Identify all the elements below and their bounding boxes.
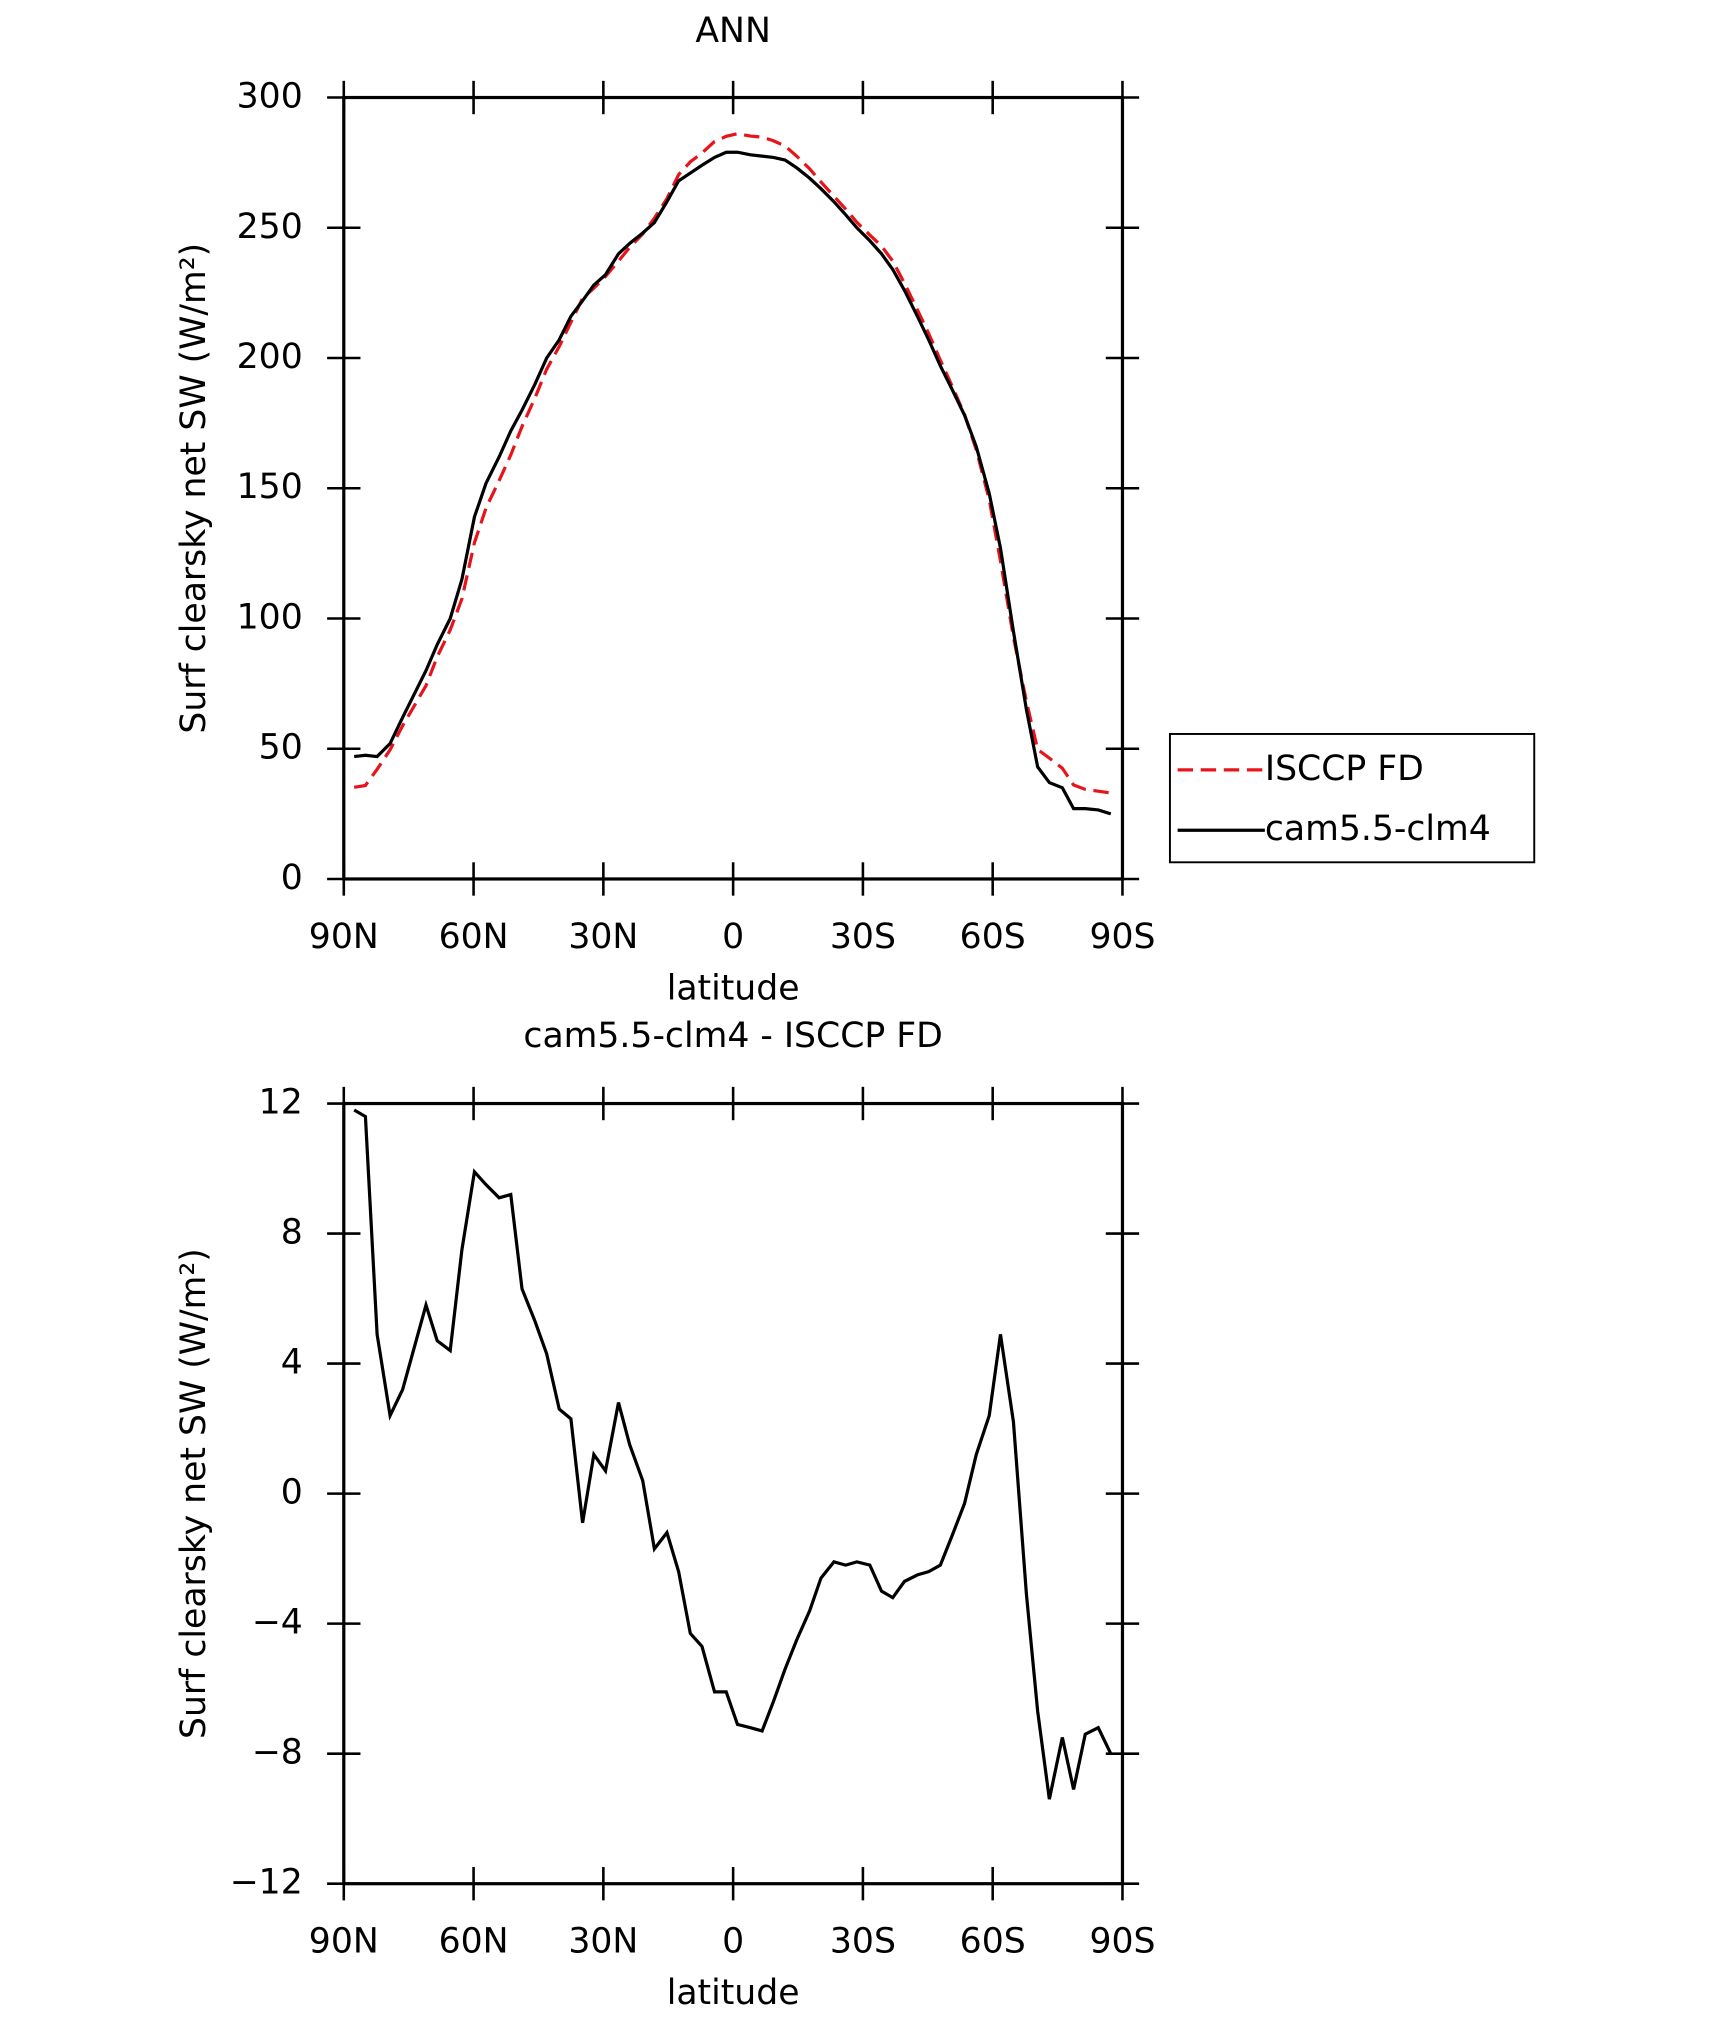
- x-axis-label: latitude: [667, 1973, 800, 2013]
- x-tick-label: 30N: [568, 1922, 638, 1962]
- y-axis-label: Surf clearsky net SW (W/m²): [174, 243, 214, 734]
- data-line: [353, 132, 1112, 795]
- x-tick-label: 30S: [830, 1922, 896, 1962]
- y-tick-label: 8: [281, 1213, 303, 1253]
- x-tick-label: 60N: [439, 1922, 509, 1962]
- y-tick-label: 0: [281, 1473, 303, 1513]
- plot-frame: [342, 1101, 1125, 1886]
- x-tick-label: 30S: [830, 917, 896, 957]
- y-tick-label: 150: [237, 467, 303, 507]
- data-line: [353, 1108, 1113, 1800]
- y-tick-label: −12: [230, 1863, 303, 1903]
- x-tick-label: 0: [722, 1922, 744, 1962]
- y-tick-label: 4: [281, 1343, 303, 1383]
- y-tick-label: −4: [252, 1603, 303, 1643]
- x-tick-label: 60N: [439, 917, 509, 957]
- plot-frame: [342, 95, 1125, 881]
- y-tick-label: 200: [237, 337, 303, 377]
- x-tick-label: 90S: [1089, 1922, 1155, 1962]
- legend-label: ISCCP FD: [1265, 749, 1424, 789]
- y-tick-label: 250: [237, 207, 303, 247]
- chart-title: ANN: [695, 11, 770, 51]
- y-tick-label: 12: [259, 1083, 303, 1123]
- x-tick-label: 90N: [309, 917, 379, 957]
- x-axis-label: latitude: [667, 968, 800, 1008]
- y-tick-label: 300: [237, 77, 303, 117]
- x-tick-label: 90N: [309, 1922, 379, 1962]
- legend-box: [1168, 733, 1536, 864]
- y-tick-label: −8: [252, 1733, 303, 1773]
- x-tick-label: 30N: [568, 917, 638, 957]
- x-tick-label: 60S: [960, 917, 1026, 957]
- x-tick-label: 0: [722, 917, 744, 957]
- y-tick-label: 50: [259, 728, 303, 768]
- y-axis-label: Surf clearsky net SW (W/m²): [174, 1248, 214, 1739]
- y-tick-label: 0: [281, 858, 303, 898]
- chart-title: cam5.5-clm4 - ISCCP FD: [523, 1016, 942, 1056]
- data-line: [353, 150, 1112, 816]
- x-tick-label: 60S: [960, 1922, 1026, 1962]
- y-tick-label: 100: [237, 597, 303, 637]
- legend-label: cam5.5-clm4: [1265, 809, 1491, 849]
- x-tick-label: 90S: [1089, 917, 1155, 957]
